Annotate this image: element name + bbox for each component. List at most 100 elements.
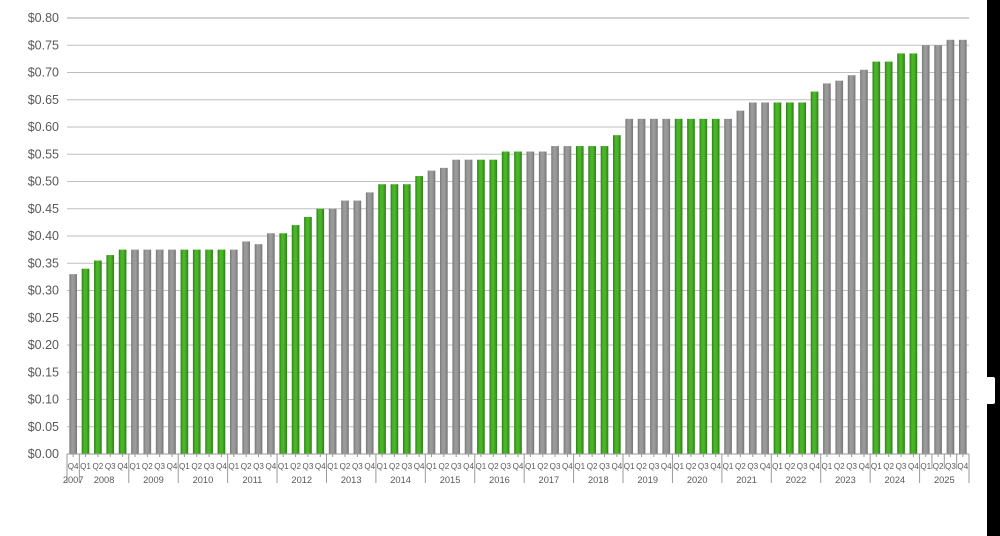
svg-text:Q4: Q4 bbox=[117, 462, 128, 471]
svg-text:Q3: Q3 bbox=[550, 462, 561, 471]
svg-text:Q4: Q4 bbox=[908, 462, 919, 471]
svg-text:2016: 2016 bbox=[489, 475, 510, 485]
svg-text:Q1: Q1 bbox=[278, 462, 289, 471]
svg-text:Q3: Q3 bbox=[797, 462, 808, 471]
svg-text:$0.30: $0.30 bbox=[28, 284, 59, 298]
svg-text:Q3: Q3 bbox=[649, 462, 660, 471]
svg-text:Q4: Q4 bbox=[68, 462, 79, 471]
svg-text:Q4: Q4 bbox=[216, 462, 227, 471]
svg-text:Q4: Q4 bbox=[661, 462, 672, 471]
svg-text:Q4: Q4 bbox=[315, 462, 326, 471]
svg-text:Q1: Q1 bbox=[624, 462, 635, 471]
svg-text:Q2: Q2 bbox=[191, 462, 202, 471]
svg-text:Q1: Q1 bbox=[426, 462, 437, 471]
svg-text:$0.50: $0.50 bbox=[28, 175, 59, 189]
svg-text:Q2: Q2 bbox=[686, 462, 697, 471]
svg-text:Q2: Q2 bbox=[290, 462, 301, 471]
svg-text:Q2: Q2 bbox=[784, 462, 795, 471]
svg-text:$0.20: $0.20 bbox=[28, 338, 59, 352]
svg-text:Q3: Q3 bbox=[698, 462, 709, 471]
svg-text:2019: 2019 bbox=[637, 475, 658, 485]
svg-text:Q3: Q3 bbox=[945, 462, 956, 471]
svg-text:2014: 2014 bbox=[390, 475, 411, 485]
svg-text:Q1: Q1 bbox=[228, 462, 239, 471]
svg-text:Q3: Q3 bbox=[352, 462, 363, 471]
svg-text:$0.00: $0.00 bbox=[28, 447, 59, 461]
svg-text:Q2: Q2 bbox=[537, 462, 548, 471]
svg-text:2015: 2015 bbox=[440, 475, 461, 485]
svg-text:Q1: Q1 bbox=[574, 462, 585, 471]
svg-text:Q2: Q2 bbox=[735, 462, 746, 471]
svg-text:Q1: Q1 bbox=[80, 462, 91, 471]
svg-text:Q1: Q1 bbox=[130, 462, 141, 471]
svg-text:Q4: Q4 bbox=[463, 462, 474, 471]
svg-text:2011: 2011 bbox=[242, 475, 262, 485]
svg-text:Q2: Q2 bbox=[92, 462, 103, 471]
svg-text:2013: 2013 bbox=[341, 475, 362, 485]
svg-text:Q1: Q1 bbox=[476, 462, 487, 471]
svg-text:2012: 2012 bbox=[291, 475, 312, 485]
svg-text:$0.35: $0.35 bbox=[28, 256, 59, 270]
svg-text:Q2: Q2 bbox=[340, 462, 351, 471]
svg-text:2007: 2007 bbox=[63, 475, 84, 485]
svg-text:2021: 2021 bbox=[736, 475, 757, 485]
svg-text:$0.55: $0.55 bbox=[28, 147, 59, 161]
svg-text:2024: 2024 bbox=[885, 475, 906, 485]
svg-text:Q1: Q1 bbox=[525, 462, 536, 471]
svg-text:Q4: Q4 bbox=[710, 462, 721, 471]
svg-text:Q4: Q4 bbox=[957, 462, 968, 471]
svg-text:Q4: Q4 bbox=[611, 462, 622, 471]
svg-text:2018: 2018 bbox=[588, 475, 609, 485]
svg-text:$0.10: $0.10 bbox=[28, 393, 59, 407]
svg-text:Q2: Q2 bbox=[636, 462, 647, 471]
svg-text:Q1: Q1 bbox=[179, 462, 190, 471]
svg-text:$0.60: $0.60 bbox=[28, 120, 59, 134]
svg-text:2020: 2020 bbox=[687, 475, 708, 485]
svg-text:Q2: Q2 bbox=[834, 462, 845, 471]
svg-text:$0.70: $0.70 bbox=[28, 66, 59, 80]
svg-text:Q3: Q3 bbox=[154, 462, 165, 471]
svg-text:Q3: Q3 bbox=[599, 462, 610, 471]
svg-text:Q2: Q2 bbox=[142, 462, 153, 471]
svg-text:Q4: Q4 bbox=[562, 462, 573, 471]
svg-text:Q1: Q1 bbox=[673, 462, 684, 471]
svg-text:Q1: Q1 bbox=[772, 462, 783, 471]
svg-text:Q2: Q2 bbox=[883, 462, 894, 471]
svg-text:Q3: Q3 bbox=[253, 462, 264, 471]
svg-text:2010: 2010 bbox=[193, 475, 214, 485]
svg-text:Q1: Q1 bbox=[871, 462, 882, 471]
svg-text:Q4: Q4 bbox=[513, 462, 524, 471]
svg-text:Q3: Q3 bbox=[500, 462, 511, 471]
svg-text:Q2: Q2 bbox=[488, 462, 499, 471]
svg-text:Q1: Q1 bbox=[327, 462, 338, 471]
svg-text:2017: 2017 bbox=[539, 475, 560, 485]
svg-text:$0.80: $0.80 bbox=[28, 11, 59, 25]
svg-text:Q4: Q4 bbox=[859, 462, 870, 471]
svg-text:Q3: Q3 bbox=[204, 462, 215, 471]
svg-text:Q3: Q3 bbox=[401, 462, 412, 471]
svg-text:Q2: Q2 bbox=[587, 462, 598, 471]
svg-text:Q3: Q3 bbox=[303, 462, 314, 471]
svg-text:Q2: Q2 bbox=[389, 462, 400, 471]
svg-text:2022: 2022 bbox=[786, 475, 807, 485]
svg-text:$0.15: $0.15 bbox=[28, 365, 59, 379]
svg-text:$0.25: $0.25 bbox=[28, 311, 59, 325]
svg-text:$0.05: $0.05 bbox=[28, 420, 59, 434]
svg-text:$0.45: $0.45 bbox=[28, 202, 59, 216]
svg-text:2008: 2008 bbox=[94, 475, 115, 485]
svg-text:$0.40: $0.40 bbox=[28, 229, 59, 243]
svg-text:Q2: Q2 bbox=[933, 462, 944, 471]
svg-text:2023: 2023 bbox=[835, 475, 856, 485]
svg-text:Q3: Q3 bbox=[896, 462, 907, 471]
svg-text:Q1: Q1 bbox=[920, 462, 931, 471]
svg-text:Q4: Q4 bbox=[809, 462, 820, 471]
svg-text:Q4: Q4 bbox=[760, 462, 771, 471]
svg-text:Q1: Q1 bbox=[821, 462, 832, 471]
svg-text:Q3: Q3 bbox=[105, 462, 116, 471]
svg-text:2009: 2009 bbox=[143, 475, 164, 485]
svg-text:2025: 2025 bbox=[934, 475, 955, 485]
svg-text:Q4: Q4 bbox=[265, 462, 276, 471]
svg-text:Q4: Q4 bbox=[167, 462, 178, 471]
svg-text:Q4: Q4 bbox=[364, 462, 375, 471]
svg-text:$0.65: $0.65 bbox=[28, 93, 59, 107]
